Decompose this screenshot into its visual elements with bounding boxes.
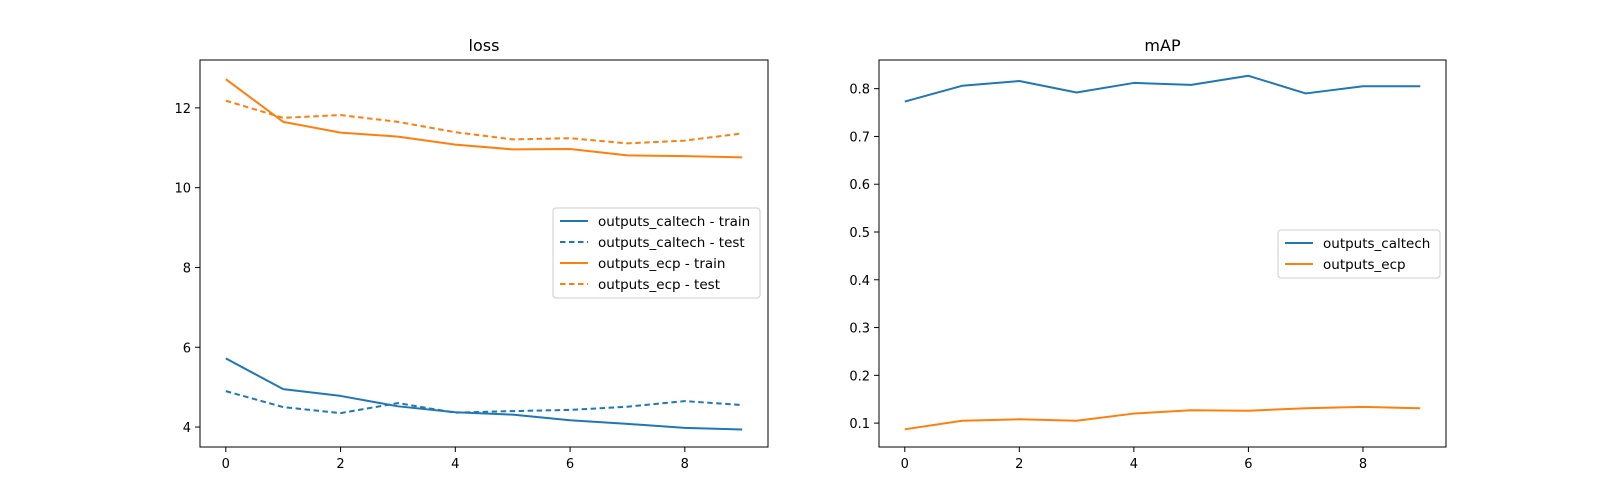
x-tick-label: 6 xyxy=(566,457,574,472)
x-tick-label: 2 xyxy=(336,457,344,472)
y-tick-label: 0.3 xyxy=(849,322,870,337)
series-line-outputs-ecp-train xyxy=(225,78,743,159)
y-tick-label: 10 xyxy=(174,182,191,197)
x-tick-label: 0 xyxy=(222,457,230,472)
y-tick-label: 0.7 xyxy=(849,130,870,145)
y-tick-label: 12 xyxy=(174,102,191,117)
x-tick-label: 8 xyxy=(681,457,689,472)
legend-label: outputs_caltech - train xyxy=(598,214,750,230)
y-tick-label: 4 xyxy=(183,421,191,436)
axes-frame xyxy=(878,59,1447,448)
legend: outputs_caltech outputs_ecp xyxy=(1277,229,1441,279)
y-tick-label: 0.2 xyxy=(849,369,870,384)
y-tick-label: 0.8 xyxy=(849,83,870,98)
series-line-outputs-ecp xyxy=(904,405,1421,431)
series-line-outputs-ecp-test xyxy=(225,99,743,145)
y-tick-label: 8 xyxy=(183,261,191,276)
series-line-outputs-caltech-test xyxy=(225,390,743,415)
y-tick-label: 0.4 xyxy=(849,274,870,289)
y-tick-label: 0.5 xyxy=(849,226,870,241)
chart-title: loss xyxy=(469,36,500,55)
legend-label: outputs_ecp - train xyxy=(598,256,726,272)
legend-label: outputs_caltech xyxy=(1323,236,1430,252)
y-tick-label: 0.1 xyxy=(849,417,870,432)
legend-label: outputs_ecp xyxy=(1323,257,1406,273)
x-tick-label: 8 xyxy=(1359,457,1367,472)
chart-title: mAP xyxy=(1144,36,1181,55)
x-tick-label: 6 xyxy=(1244,457,1252,472)
x-tick-label: 2 xyxy=(1015,457,1023,472)
series-line-outputs-caltech xyxy=(904,74,1421,103)
axes-frame xyxy=(199,59,769,448)
legend-box xyxy=(1277,229,1441,279)
y-tick-label: 6 xyxy=(183,341,191,356)
y-tick-label: 0.6 xyxy=(849,178,870,193)
x-tick-label: 4 xyxy=(451,457,459,472)
legend: outputs_caltech - train outputs_caltech -… xyxy=(552,207,761,299)
legend-box xyxy=(552,207,761,299)
series-line-outputs-caltech-train xyxy=(225,357,743,431)
chart-panel-mAP: mAP 0 2 4 6 8 0.1 0.2 0.3 0.4 0.5 0.6 0.7 0.8 outputs_… xyxy=(849,36,1447,472)
x-tick-label: 4 xyxy=(1130,457,1138,472)
legend-label: outputs_caltech - test xyxy=(598,235,745,251)
x-tick-label: 0 xyxy=(901,457,909,472)
legend-label: outputs_ecp - test xyxy=(598,277,720,293)
